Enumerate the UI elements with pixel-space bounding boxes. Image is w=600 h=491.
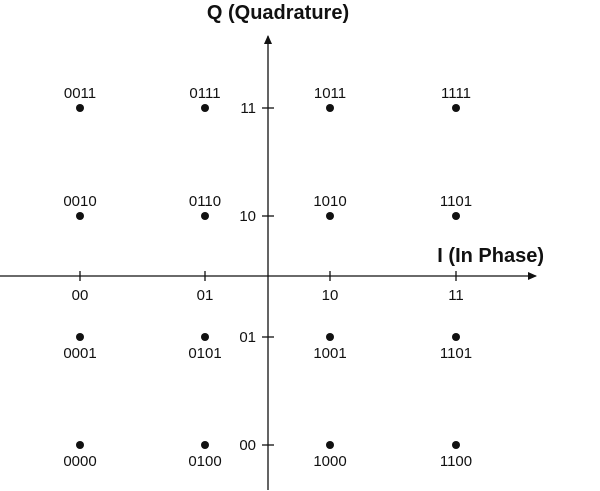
constellation-point (76, 441, 84, 449)
i-tick-label: 10 (322, 287, 339, 304)
constellation-point (76, 333, 84, 341)
i-axis-title: I (In Phase) (437, 245, 544, 267)
q-tick-label: 10 (239, 208, 256, 225)
point-label: 0011 (64, 85, 96, 102)
point-label: 1101 (440, 193, 472, 210)
constellation-point (201, 104, 209, 112)
point-label: 0100 (188, 453, 221, 470)
point-label: 0010 (63, 193, 96, 210)
i-tick-label: 11 (448, 287, 464, 304)
point-label: 1010 (313, 193, 346, 210)
q-axis-title: Q (Quadrature) (207, 2, 349, 24)
constellation-point (201, 212, 209, 220)
constellation-point (326, 212, 334, 220)
constellation-point (452, 441, 460, 449)
point-label: 0001 (63, 345, 96, 362)
point-label: 1101 (440, 345, 472, 362)
point-label: 0111 (189, 85, 220, 102)
constellation-point (201, 333, 209, 341)
constellation-point (326, 441, 334, 449)
point-label: 0110 (189, 193, 221, 210)
q-tick-label: 01 (239, 329, 256, 346)
point-label: 0101 (188, 345, 221, 362)
constellation-point (201, 441, 209, 449)
constellation-point (326, 104, 334, 112)
constellation-point (76, 212, 84, 220)
point-label: 0000 (63, 453, 96, 470)
point-label: 1111 (441, 85, 471, 102)
i-tick-label: 00 (72, 287, 89, 304)
point-label: 1011 (314, 85, 346, 102)
q-tick-label: 00 (239, 437, 256, 454)
point-label: 1000 (313, 453, 346, 470)
i-tick-label: 01 (197, 287, 214, 304)
constellation-point (452, 212, 460, 220)
q-tick-label: 11 (240, 100, 256, 117)
constellation-point (326, 333, 334, 341)
point-label: 1100 (440, 453, 472, 470)
constellation-point (452, 104, 460, 112)
i-axis-ticks: 00 01 10 11 (72, 271, 464, 304)
point-label: 1001 (313, 345, 346, 362)
q-axis-ticks: 00 01 10 11 (239, 100, 274, 454)
constellation-point (452, 333, 460, 341)
constellation-point (76, 104, 84, 112)
